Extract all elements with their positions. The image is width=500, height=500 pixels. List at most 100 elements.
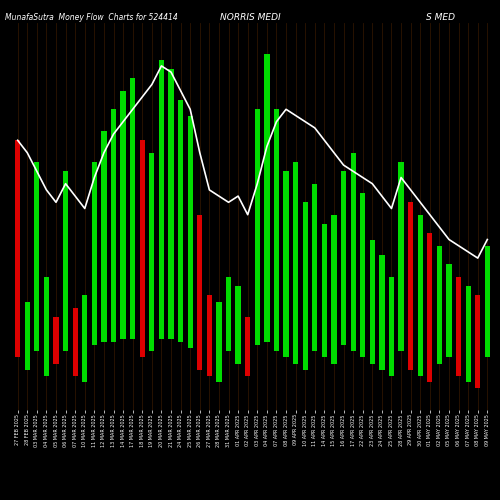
Bar	[82, 332, 87, 382]
Bar	[302, 202, 308, 332]
Bar	[456, 332, 461, 376]
Bar	[168, 69, 173, 332]
Bar	[427, 332, 432, 382]
Bar	[302, 332, 308, 370]
Bar	[63, 332, 68, 351]
Text: NORRIS MEDI: NORRIS MEDI	[220, 12, 280, 22]
Bar	[216, 332, 222, 382]
Bar	[159, 60, 164, 332]
Bar	[130, 332, 136, 338]
Bar	[466, 332, 471, 382]
Bar	[380, 255, 384, 332]
Bar	[149, 332, 154, 351]
Bar	[92, 332, 97, 345]
Bar	[236, 332, 241, 364]
Bar	[102, 131, 106, 332]
Bar	[168, 332, 173, 338]
Bar	[245, 332, 250, 376]
Bar	[188, 332, 193, 348]
Bar	[254, 110, 260, 332]
Bar	[370, 240, 375, 332]
Bar	[149, 152, 154, 332]
Bar	[178, 332, 183, 342]
Bar	[34, 332, 40, 351]
Bar	[418, 214, 423, 332]
Text: S MED: S MED	[426, 12, 454, 22]
Bar	[475, 296, 480, 333]
Bar	[216, 302, 222, 332]
Bar	[54, 332, 59, 364]
Bar	[226, 276, 231, 332]
Bar	[398, 162, 404, 332]
Bar	[380, 332, 384, 370]
Bar	[360, 193, 366, 332]
Bar	[63, 172, 68, 332]
Bar	[264, 54, 270, 332]
Bar	[456, 276, 461, 332]
Bar	[206, 296, 212, 333]
Bar	[398, 332, 404, 351]
Bar	[120, 332, 126, 338]
Bar	[322, 332, 327, 357]
Bar	[370, 332, 375, 364]
Bar	[72, 308, 78, 332]
Bar	[322, 224, 327, 332]
Bar	[264, 332, 270, 342]
Bar	[140, 332, 145, 357]
Bar	[437, 332, 442, 364]
Bar	[446, 264, 452, 332]
Bar	[332, 214, 336, 332]
Bar	[159, 332, 164, 338]
Bar	[34, 162, 40, 332]
Bar	[140, 140, 145, 332]
Bar	[82, 296, 87, 333]
Text: MunafaSutra  Money Flow  Charts for 524414: MunafaSutra Money Flow Charts for 524414	[5, 12, 178, 22]
Bar	[254, 332, 260, 345]
Bar	[427, 234, 432, 332]
Bar	[72, 332, 78, 376]
Bar	[293, 162, 298, 332]
Bar	[44, 332, 49, 376]
Bar	[408, 202, 414, 332]
Bar	[24, 332, 30, 370]
Bar	[274, 332, 279, 351]
Bar	[312, 332, 318, 351]
Bar	[274, 110, 279, 332]
Bar	[111, 110, 116, 332]
Bar	[312, 184, 318, 332]
Bar	[408, 332, 414, 370]
Bar	[446, 332, 452, 357]
Bar	[293, 332, 298, 364]
Bar	[245, 317, 250, 332]
Bar	[466, 286, 471, 333]
Bar	[389, 332, 394, 376]
Bar	[284, 332, 288, 357]
Bar	[475, 332, 480, 388]
Bar	[418, 332, 423, 376]
Bar	[15, 140, 20, 332]
Bar	[197, 332, 202, 370]
Bar	[484, 246, 490, 332]
Bar	[206, 332, 212, 376]
Bar	[111, 332, 116, 342]
Bar	[284, 172, 288, 332]
Bar	[178, 100, 183, 332]
Bar	[484, 332, 490, 357]
Bar	[102, 332, 106, 342]
Bar	[350, 332, 356, 351]
Bar	[24, 302, 30, 332]
Bar	[188, 116, 193, 332]
Bar	[54, 317, 59, 332]
Bar	[332, 332, 336, 364]
Bar	[197, 214, 202, 332]
Bar	[44, 276, 49, 332]
Bar	[130, 78, 136, 332]
Bar	[350, 152, 356, 332]
Bar	[226, 332, 231, 351]
Bar	[236, 286, 241, 333]
Bar	[360, 332, 366, 357]
Bar	[15, 332, 20, 357]
Bar	[437, 246, 442, 332]
Bar	[120, 90, 126, 332]
Bar	[389, 276, 394, 332]
